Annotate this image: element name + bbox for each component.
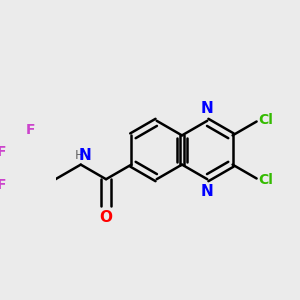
Text: Cl: Cl: [259, 113, 274, 128]
Text: N: N: [201, 101, 214, 116]
Text: F: F: [26, 123, 35, 137]
Text: N: N: [79, 148, 92, 163]
Text: F: F: [0, 145, 6, 159]
Text: O: O: [100, 210, 112, 225]
Text: N: N: [201, 184, 214, 199]
Text: F: F: [0, 178, 6, 192]
Text: Cl: Cl: [259, 172, 274, 187]
Text: H: H: [75, 148, 84, 162]
